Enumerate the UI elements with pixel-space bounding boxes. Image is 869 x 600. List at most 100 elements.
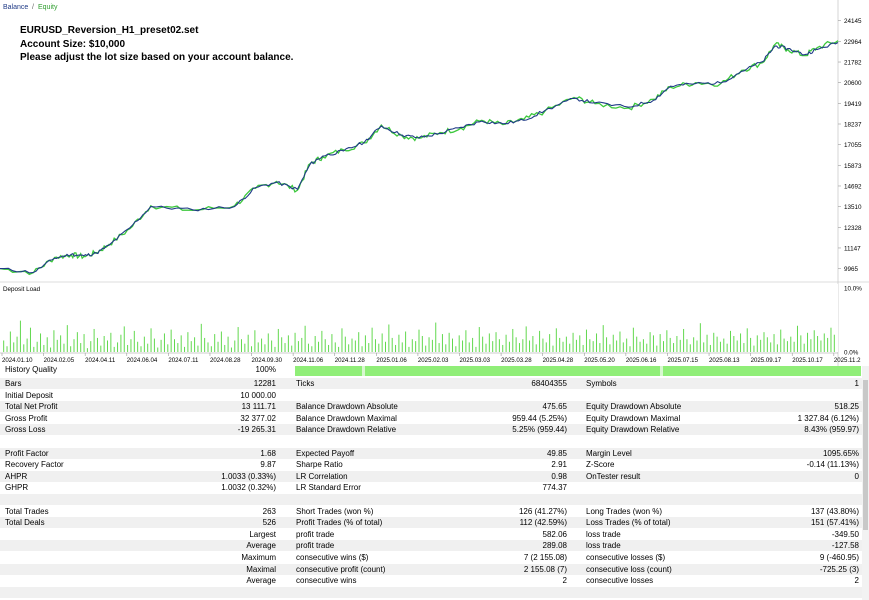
- report-label-col3: Equity Drawdown Maximal: [586, 413, 681, 423]
- y-tick-label: 11147: [844, 245, 861, 252]
- chart-legend: Balance / Equity: [3, 4, 58, 11]
- report-value-col3: 0: [854, 471, 859, 481]
- x-tick-label: 2025.02.03: [418, 357, 449, 364]
- report-row: [0, 586, 862, 598]
- report-label-col3: consecutive loss (count): [586, 564, 672, 574]
- x-tick-label: 2024.11.06: [293, 357, 324, 364]
- report-label-col1: Total Deals: [5, 518, 45, 528]
- report-value-col3: 1: [854, 379, 859, 388]
- report-value-col2: 7 (2 155.08): [523, 553, 567, 562]
- report-label-col2: Expected Payoff: [296, 448, 355, 458]
- report-value-col1: Average: [246, 576, 276, 586]
- history-quality-marker: [362, 366, 365, 376]
- report-label-col2: Sharpe Ratio: [296, 460, 343, 470]
- history-quality-marker: [660, 366, 663, 376]
- report-scrollbar[interactable]: [862, 366, 869, 600]
- report-value-col2: 112 (42.59%): [519, 518, 567, 528]
- x-tick-label: 2025.06.16: [626, 357, 657, 364]
- report-label-col1: AHPR: [5, 471, 28, 481]
- report-label-col2: consecutive wins ($): [296, 553, 369, 562]
- report-value-col1: 1.68: [260, 448, 276, 458]
- report-label-col2: Balance Drawdown Absolute: [296, 402, 398, 412]
- x-tick-label: 2025.01.06: [376, 357, 407, 364]
- backtest-report: History Quality 100% Bars 12281 Ticks 68404…: [0, 364, 869, 600]
- x-tick-label: 2024.09.30: [252, 357, 283, 364]
- report-value-col2: 126 (41.27%): [518, 506, 567, 516]
- report-label-col2: Ticks: [296, 379, 315, 388]
- report-row: [0, 436, 862, 447]
- preset-name: EURUSD_Reversion_H1_preset02.set: [20, 25, 199, 36]
- report-label-col3: Loss Trades (% of total): [586, 518, 671, 528]
- report-value-col3: 8.43% (959.97): [804, 425, 859, 435]
- report-value-col3: -725.25 (3): [819, 564, 859, 574]
- report-value-col3: 1095.65%: [822, 448, 859, 458]
- report-row: Maximal consecutive profit (count) 2 155.0…: [0, 563, 862, 575]
- report-row: Average consecutive wins 2 consecutive loss…: [0, 575, 862, 586]
- report-label-col2: Short Trades (won %): [296, 506, 374, 516]
- report-row: Gross Loss -19 265.31 Balance Drawdown Rel…: [0, 424, 862, 436]
- x-tick-label: 2025.11.2: [834, 357, 861, 364]
- report-label-col1: Total Trades: [5, 506, 49, 516]
- x-axis: 2024.01.10 2024.02.05 2024.04.11 2024.06.04…: [1, 353, 861, 364]
- report-label-col3: Long Trades (won %): [586, 506, 663, 516]
- report-value-col3: 137 (43.80%): [810, 506, 859, 516]
- chart-area: Balance / Equity 9965 11147 12328 13510 1469…: [0, 0, 869, 366]
- report-value-col2: 5.25% (959.44): [512, 425, 567, 435]
- report-label-col1: Gross Profit: [5, 413, 48, 423]
- report-row: Total Net Profit 13 111.71 Balance Drawdow…: [0, 401, 862, 413]
- y-tick-label: 14692: [844, 183, 862, 190]
- report-value-col2: 774.37: [542, 483, 567, 493]
- report-label-col3: Margin Level: [586, 448, 632, 458]
- history-quality-bar: [295, 366, 861, 376]
- report-label-col3: consecutive losses ($): [586, 553, 666, 562]
- report-value-col1: Maximal: [246, 564, 276, 574]
- y-tick-label: 15873: [844, 163, 862, 170]
- scrollbar-thumb[interactable]: [863, 380, 868, 530]
- report-row: Bars 12281 Ticks 68404355 Symbols 1: [0, 378, 862, 389]
- report-value-col1: 526: [262, 518, 276, 528]
- report-value-col1: 263: [262, 506, 276, 516]
- report-label-col2: profit trade: [296, 541, 335, 551]
- lot-size-note: Please adjust the lot size based on your…: [20, 52, 294, 63]
- report-value-col3: 151 (57.41%): [810, 518, 859, 528]
- legend-separator: /: [32, 4, 34, 11]
- report-row: Profit Factor 1.68 Expected Payoff 49.85 Mar…: [0, 447, 862, 459]
- x-tick-label: 2025.04.28: [543, 357, 574, 364]
- report-row: AHPR 1.0033 (0.33%) LR Correlation 0.98 OnTe…: [0, 470, 862, 482]
- x-tick-label: 2025.10.17: [792, 357, 823, 364]
- y-tick-label: 19419: [844, 101, 862, 108]
- y-tick-label: 12328: [844, 225, 862, 232]
- report-label-col1: Bars: [5, 379, 22, 388]
- report-label-col1: Recovery Factor: [5, 460, 64, 470]
- x-tick-label: 2024.02.05: [44, 357, 75, 364]
- report-label-col2: consecutive wins: [296, 576, 357, 586]
- report-value-col1: Average: [246, 541, 276, 551]
- report-value-col2: 959.44 (5.25%): [512, 413, 567, 423]
- x-tick-label: 2025.08.13: [709, 357, 740, 364]
- x-tick-label: 2024.06.04: [127, 357, 158, 364]
- report-value-col1: -19 265.31: [237, 425, 276, 435]
- report-label-col3: loss trade: [586, 541, 621, 551]
- report-value-col3: -0.14 (11.13%): [806, 460, 859, 470]
- report-row: GHPR 1.0032 (0.32%) LR Standard Error 774.3…: [0, 482, 862, 493]
- report-value-col1: 10 000.00: [240, 390, 276, 400]
- report-label-col2: Balance Drawdown Maximal: [296, 413, 397, 423]
- report-label-col1: Gross Loss: [5, 425, 46, 435]
- report-value-col3: 9 (-460.95): [819, 553, 859, 562]
- report-value-col2: 289.08: [542, 541, 567, 551]
- report-value-col2: 0.98: [551, 471, 567, 481]
- account-size: Account Size: $10,000: [20, 38, 126, 50]
- report-row: Average profit trade 289.08 loss trade -127.…: [0, 540, 862, 552]
- report-row: Total Deals 526 Profit Trades (% of total)…: [0, 517, 862, 529]
- report-row: Gross Profit 32 377.02 Balance Drawdown Ma…: [0, 413, 862, 424]
- report-value-col1: 12281: [253, 379, 276, 388]
- report-row: [0, 494, 862, 505]
- history-quality-label: History Quality: [5, 365, 58, 374]
- report-value-col2: 582.06: [542, 529, 567, 539]
- report-value-col1: 32 377.02: [240, 413, 276, 423]
- balance-line: [0, 42, 839, 274]
- report-label-col3: OnTester result: [586, 471, 641, 481]
- report-value-col1: 1.0032 (0.32%): [221, 483, 276, 493]
- report-value-col1: 9.87: [260, 460, 276, 470]
- balance-plot: 9965 11147 12328 13510 14692 15873 17055 18237 1…: [0, 0, 869, 366]
